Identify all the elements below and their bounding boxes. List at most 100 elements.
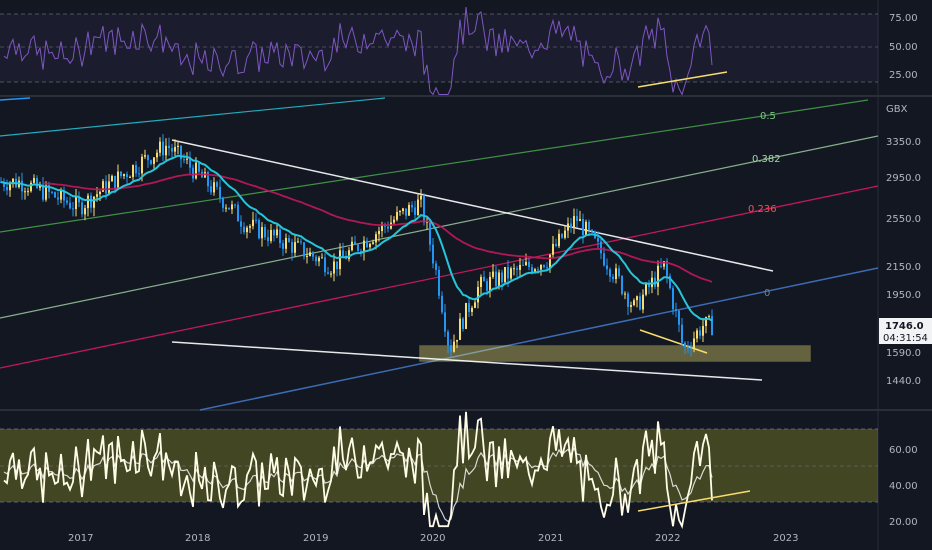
candle-body: [303, 242, 305, 257]
candle-body: [564, 230, 566, 238]
candle-body: [327, 272, 329, 274]
fib-top-line: [0, 97, 386, 137]
candle-body: [315, 256, 317, 262]
main-tick-3350: 3350.0: [886, 137, 921, 148]
candle-body: [120, 171, 122, 177]
candle-body: [453, 341, 455, 352]
candle-body: [690, 348, 692, 350]
candle-body: [285, 237, 287, 249]
candle-body: [549, 254, 551, 268]
osc-main-line: [3, 411, 713, 530]
candle-body: [429, 221, 431, 245]
candle-body: [288, 237, 290, 243]
candle-body: [450, 345, 452, 352]
candle-body: [174, 146, 176, 152]
time-axis: 2017 2018 2019 2020 2021 2022 2023: [68, 533, 798, 544]
candle-body: [306, 256, 308, 258]
sma-200-line: [42, 173, 713, 283]
candle-body: [360, 250, 362, 253]
candle-body: [75, 196, 77, 210]
candle-body: [501, 272, 503, 283]
fib-channel-top-faint: [0, 97, 31, 101]
countdown-timer: 04:31:54: [883, 333, 928, 344]
candle-body: [639, 296, 641, 310]
candle-body: [369, 243, 371, 248]
candle-body: [150, 160, 152, 164]
candle-body: [447, 331, 449, 346]
candle-body: [333, 261, 335, 274]
candle-body: [21, 180, 23, 192]
candle-body: [459, 318, 461, 340]
candle-body: [312, 252, 314, 257]
candle-body: [69, 202, 71, 209]
candle-body: [153, 157, 155, 164]
candle-body: [6, 186, 8, 191]
candle-body: [171, 148, 173, 152]
candle-body: [561, 233, 563, 238]
candle-body: [342, 250, 344, 257]
candle-body: [372, 242, 374, 244]
candle-body: [300, 241, 302, 243]
candle-body: [78, 196, 80, 203]
candle-body: [438, 269, 440, 296]
main-price-panel: 0.5 0.382 0.236 0 GBX 3350.0 2950.0 2550…: [0, 97, 932, 411]
candle-body: [525, 261, 527, 266]
x-tick-2020: 2020: [420, 533, 445, 544]
candle-body: [396, 212, 398, 220]
candle-body: [711, 316, 713, 336]
candle-body: [657, 265, 659, 287]
candle-body: [72, 208, 74, 210]
candle-body: [585, 221, 587, 236]
candle-body: [45, 185, 47, 200]
candle-body: [339, 250, 341, 270]
candle-body: [519, 264, 521, 270]
candle-body: [141, 156, 143, 174]
candle-body: [102, 181, 104, 192]
candle-body: [687, 346, 689, 349]
candle-body: [12, 178, 14, 184]
candle-body: [240, 221, 242, 227]
candle-body: [672, 288, 674, 310]
candle-body: [486, 281, 488, 291]
fib-label-0.236: 0.236: [748, 204, 777, 215]
candle-body: [366, 240, 368, 248]
candle-body: [417, 199, 419, 216]
candle-body: [330, 273, 332, 275]
candle-body: [663, 261, 665, 267]
candle-body: [477, 286, 479, 303]
candle-body: [222, 197, 224, 208]
candle-body: [693, 338, 695, 349]
candle-body: [480, 276, 482, 287]
top-tick-50: 50.00: [889, 42, 918, 53]
candle-body: [678, 310, 680, 325]
candle-body: [543, 264, 545, 268]
candle-body: [537, 269, 539, 271]
bottom-tick-60: 60.00: [889, 445, 918, 456]
candle-body: [279, 229, 281, 244]
candle-body: [147, 155, 149, 161]
candle-body: [159, 141, 161, 153]
candle-body: [465, 302, 467, 329]
candle-body: [198, 162, 200, 172]
candle-body: [63, 190, 65, 201]
candle-body: [420, 195, 422, 200]
candle-body: [213, 182, 215, 193]
candle-body: [471, 307, 473, 312]
candle-body: [165, 145, 167, 156]
candle-body: [462, 318, 464, 329]
candle-body: [468, 302, 470, 312]
fib-line-0.5: [0, 99, 869, 233]
candle-body: [273, 229, 275, 236]
x-tick-2017: 2017: [68, 533, 93, 544]
candle-body: [666, 261, 668, 276]
rsi-top-divergence-line: [637, 71, 728, 88]
bottom-osc-panel: 60.00 40.00 20.00: [0, 411, 918, 530]
candle-body: [483, 276, 485, 282]
candle-body: [267, 237, 269, 241]
fib-label-0.5: 0.5: [760, 111, 776, 122]
candle-body: [348, 250, 350, 259]
candle-body: [225, 207, 227, 209]
candle-body: [621, 276, 623, 295]
candle-body: [633, 300, 635, 306]
